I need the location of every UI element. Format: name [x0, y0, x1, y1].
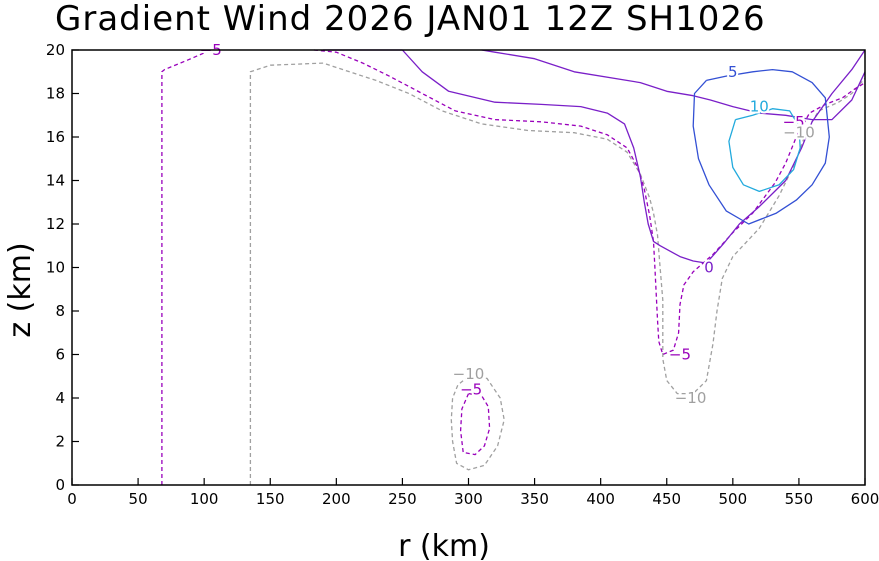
x-tick-label: 500 — [719, 490, 748, 508]
contour-line-level-5 — [692, 68, 830, 225]
x-tick-label: 600 — [851, 490, 879, 508]
x-tick-label: 250 — [388, 490, 417, 508]
contour-line-level-0 — [481, 49, 866, 121]
chart-title: Gradient Wind 2026 JAN01 12Z SH1026 — [55, 0, 766, 39]
contour-label: −10 — [675, 389, 707, 407]
y-axis: 0 2 4 6 8 10 12 14 16 18 20 — [46, 41, 79, 494]
y-tick-label: 2 — [55, 433, 65, 451]
y-tick-label: 6 — [55, 346, 65, 364]
y-tick-label: 0 — [55, 476, 65, 494]
contour-line-level-neg5 — [161, 49, 212, 485]
x-axis-label: r (km) — [398, 529, 490, 561]
contour-label: 10 — [750, 98, 769, 116]
y-tick-label: 12 — [46, 215, 65, 233]
x-tick-label: 0 — [67, 490, 77, 508]
x-tick-label: 400 — [586, 490, 615, 508]
contour-label: 5 — [728, 63, 738, 81]
y-tick-label: 18 — [46, 85, 65, 103]
contour-line-level-10 — [728, 108, 801, 193]
contour-line-level-0 — [323, 49, 866, 264]
x-tick-label: 50 — [129, 490, 148, 508]
contour-line-level-neg5 — [459, 392, 491, 456]
contour-lines — [161, 49, 866, 485]
contour-line-level-neg5 — [313, 49, 866, 356]
y-axis-label: z (km) — [3, 242, 38, 337]
y-tick-label: 20 — [46, 41, 65, 59]
x-tick-label: 150 — [256, 490, 285, 508]
contour-label: −10 — [783, 124, 815, 142]
y-tick-label: 16 — [46, 128, 65, 146]
x-tick-label: 100 — [190, 490, 219, 508]
y-tick-label: 14 — [46, 172, 65, 190]
x-tick-label: 200 — [322, 490, 351, 508]
contour-label: −5 — [783, 113, 805, 131]
x-axis: 0 50 100 150 200 250 300 350 400 450 500 550 600 — [67, 478, 879, 508]
contour-line-level-neg10 — [450, 375, 505, 471]
y-tick-label: 4 — [55, 389, 65, 407]
contour-label: 0 — [704, 259, 714, 277]
contour-line-level-neg10 — [249, 62, 866, 485]
contour-label: −5 — [460, 380, 482, 398]
x-tick-label: 300 — [454, 490, 483, 508]
y-tick-label: 10 — [46, 259, 65, 277]
x-tick-label: 350 — [520, 490, 549, 508]
contour-label: −5 — [669, 346, 691, 364]
plot-frame — [71, 49, 866, 486]
y-tick-label: 8 — [55, 302, 65, 320]
x-tick-label: 450 — [652, 490, 681, 508]
contour-label: −10 — [453, 365, 485, 383]
x-tick-label: 550 — [785, 490, 814, 508]
